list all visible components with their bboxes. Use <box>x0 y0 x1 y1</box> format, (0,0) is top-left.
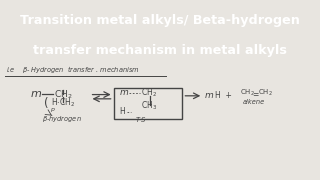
Text: p: p <box>50 107 54 112</box>
Text: CH$_2$: CH$_2$ <box>141 87 157 99</box>
Text: CH$_2$: CH$_2$ <box>54 88 72 101</box>
Text: (: ( <box>44 97 49 110</box>
Text: CH$_3$: CH$_3$ <box>141 99 158 112</box>
Text: =: = <box>252 91 259 100</box>
Text: H: H <box>119 107 125 116</box>
Text: CH$_2$: CH$_2$ <box>258 88 272 98</box>
Text: alkene: alkene <box>243 99 266 105</box>
Text: $\beta$-hydrogen: $\beta$-hydrogen <box>42 114 81 124</box>
Text: Transition metal alkyls/ Beta-hydrogen: Transition metal alkyls/ Beta-hydrogen <box>20 14 300 27</box>
Text: $\beta$- Hydrogen  transfer . mechanism: $\beta$- Hydrogen transfer . mechanism <box>22 64 140 75</box>
Text: m: m <box>30 89 41 99</box>
Text: H$\cdot$CH$_2$: H$\cdot$CH$_2$ <box>51 97 75 109</box>
Text: H  +: H + <box>215 91 232 100</box>
Text: T·S: T·S <box>136 117 146 123</box>
Text: CH$_2$: CH$_2$ <box>240 88 255 98</box>
Text: m: m <box>205 91 213 100</box>
Text: i.e: i.e <box>6 67 14 73</box>
Text: transfer mechanism in metal alkyls: transfer mechanism in metal alkyls <box>33 44 287 57</box>
Text: m: m <box>120 88 129 97</box>
